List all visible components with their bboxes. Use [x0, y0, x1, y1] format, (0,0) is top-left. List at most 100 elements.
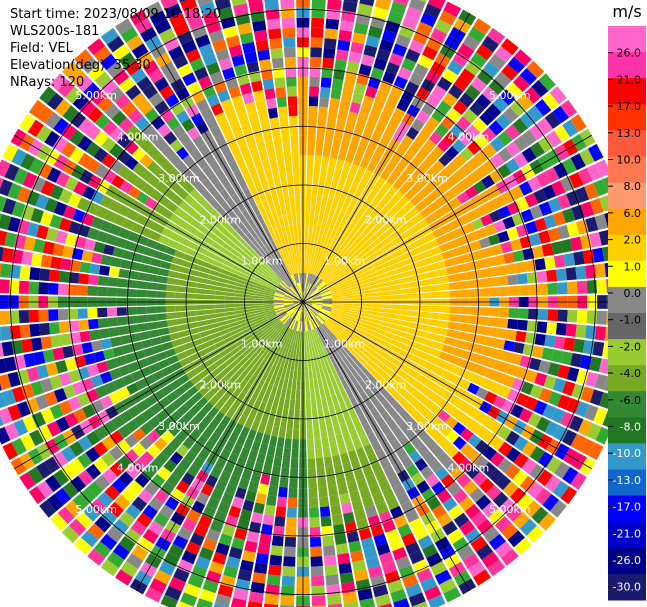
range-bin [219, 268, 231, 276]
range-bin [182, 212, 194, 224]
range-bin [437, 489, 452, 504]
range-bin [277, 346, 285, 357]
range-bin [448, 504, 464, 520]
range-bin [147, 416, 161, 429]
range-bin [102, 169, 117, 184]
range-bin [324, 249, 331, 259]
range-bin [314, 277, 321, 287]
range-bin [117, 424, 132, 439]
range-bin [441, 370, 454, 381]
range-bin [206, 61, 221, 76]
range-bin [181, 39, 197, 54]
range-bin [316, 467, 326, 478]
range-bin [381, 372, 393, 383]
range-bin [205, 309, 216, 315]
range-bin [257, 543, 271, 555]
range-bin [322, 366, 329, 378]
range-bin [452, 436, 467, 450]
range-bin [373, 242, 384, 252]
range-bin [357, 224, 367, 235]
range-bin [566, 222, 580, 237]
range-bin [272, 320, 281, 328]
range-bin [230, 597, 247, 607]
range-bin [411, 341, 423, 351]
range-bin [427, 0, 446, 10]
range-bin [457, 43, 475, 59]
range-bin [264, 243, 273, 254]
range-bin [132, 457, 148, 473]
range-bin [242, 550, 256, 563]
range-bin [283, 556, 296, 567]
range-bin [313, 165, 321, 176]
range-bin [303, 302, 313, 305]
range-bin [474, 424, 489, 439]
range-bin [350, 288, 361, 293]
range-bin [359, 104, 372, 117]
range-bin [330, 445, 340, 457]
range-bin [168, 12, 186, 28]
range-bin [172, 124, 186, 139]
range-bin [109, 223, 122, 236]
range-bin [286, 517, 297, 528]
range-bin [312, 349, 317, 360]
range-bin [424, 585, 442, 601]
range-bin [347, 364, 357, 375]
range-bin [93, 350, 106, 363]
range-bin [273, 365, 280, 376]
range-bin [498, 307, 509, 318]
range-bin [202, 10, 219, 25]
range-bin [303, 292, 306, 302]
range-bin [331, 268, 341, 277]
range-bin [241, 327, 252, 335]
range-bin [492, 491, 509, 508]
range-bin [40, 408, 55, 424]
range-bin [288, 287, 297, 296]
range-bin [381, 357, 392, 368]
range-bin [256, 283, 267, 289]
range-bin [245, 490, 257, 503]
range-bin [452, 168, 466, 183]
range-bin [405, 162, 418, 175]
range-bin [300, 311, 303, 322]
range-bin [265, 327, 275, 336]
range-bin [565, 323, 577, 337]
range-bin [393, 0, 409, 6]
range-bin [404, 188, 417, 201]
range-bin [213, 80, 227, 94]
range-bin [86, 364, 100, 377]
range-bin [557, 394, 571, 410]
range-bin [521, 129, 537, 146]
range-bin [529, 463, 545, 481]
ring-label: 3.00km [158, 172, 200, 185]
range-bin [307, 125, 317, 136]
range-bin [371, 307, 382, 312]
range-bin [385, 368, 397, 379]
range-bin [519, 111, 536, 129]
range-bin [86, 227, 100, 240]
range-bin [339, 99, 351, 112]
range-bin [207, 406, 219, 419]
range-bin [308, 310, 315, 319]
range-bin [79, 487, 96, 504]
range-bin [505, 141, 521, 157]
range-bin [399, 282, 410, 289]
range-bin [260, 335, 270, 345]
range-bin [119, 180, 133, 194]
range-bin [389, 250, 401, 260]
range-bin [196, 195, 209, 208]
range-bin [170, 361, 183, 372]
range-bin [317, 477, 327, 488]
range-bin [402, 201, 415, 213]
range-bin [87, 523, 105, 540]
range-bin [325, 466, 335, 477]
range-bin [321, 292, 332, 297]
range-bin [0, 195, 7, 212]
range-bin [393, 75, 408, 90]
range-bin [101, 78, 118, 95]
range-bin [342, 182, 352, 194]
range-bin [340, 313, 350, 319]
range-bin [115, 18, 133, 35]
range-bin [175, 292, 186, 299]
range-bin [347, 320, 358, 328]
ring-label: 3.00km [158, 420, 200, 433]
